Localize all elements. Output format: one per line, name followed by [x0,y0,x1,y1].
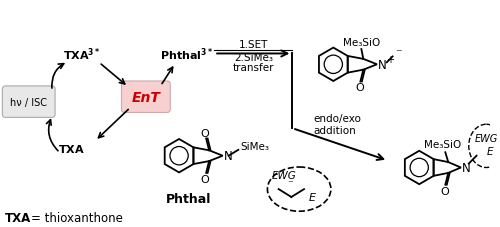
Text: N: N [462,161,470,174]
Text: endo/exo: endo/exo [314,114,362,124]
Text: hν / ISC: hν / ISC [10,97,47,107]
Text: transfer: transfer [232,63,274,73]
Text: E: E [487,146,494,156]
Text: $\mathbf{Phthal^{3*}}$: $\mathbf{Phthal^{3*}}$ [160,46,214,62]
Text: EWG: EWG [474,133,498,143]
Text: EWG: EWG [272,171,297,180]
Text: N: N [224,150,232,163]
Text: ⁻: ⁻ [288,178,294,188]
FancyBboxPatch shape [2,86,55,118]
Text: TXA: TXA [6,211,32,224]
Text: N: N [378,59,386,72]
Text: EnT: EnT [132,90,160,104]
Text: E: E [308,192,316,202]
Text: +: + [386,55,394,65]
Text: $\mathbf{TXA^{3*}}$: $\mathbf{TXA^{3*}}$ [62,46,100,62]
Text: O: O [355,83,364,93]
FancyBboxPatch shape [122,82,170,113]
Text: 1.SET: 1.SET [238,39,268,49]
Text: addition: addition [314,126,356,136]
Text: Phthal: Phthal [166,192,212,205]
Text: O: O [201,174,209,184]
Text: $\mathbf{TXA}$: $\mathbf{TXA}$ [58,142,85,154]
Text: O: O [440,186,448,196]
Text: = thioxanthone: = thioxanthone [30,211,122,224]
Text: 2.SiMe₃: 2.SiMe₃ [234,53,273,63]
Text: SiMe₃: SiMe₃ [240,141,270,151]
Text: ⁻: ⁻ [395,47,402,60]
Text: Me₃SiO: Me₃SiO [424,140,461,150]
Text: O: O [201,128,209,138]
Text: Me₃SiO: Me₃SiO [342,38,380,48]
